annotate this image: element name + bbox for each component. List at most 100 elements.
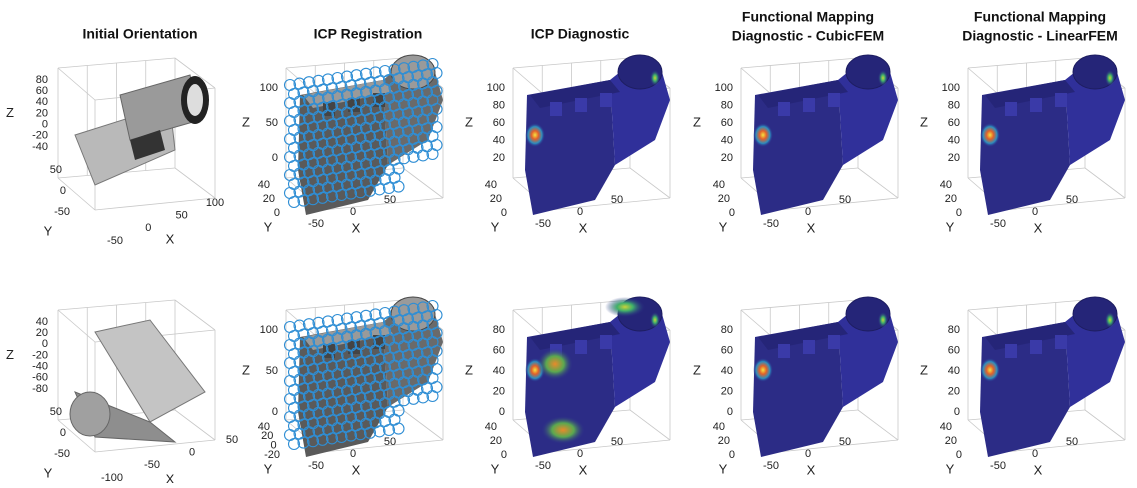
hot-spot [650,312,660,328]
object-notch [348,98,360,112]
y-tick-label: 0 [60,427,66,439]
y-tick-label: 50 [50,164,62,176]
box-edge [403,168,443,198]
y-axis-label: Y [44,465,53,480]
z-tick-label: 80 [493,324,505,336]
x-tick-label: 0 [805,448,811,460]
x-tick-label: -50 [535,460,551,472]
y-tick-label: 0 [501,449,507,461]
x-tick-label: -50 [308,218,324,230]
object-notch [803,340,815,354]
z-axis-label: Z [465,114,473,129]
box-edge [175,300,215,330]
x-tick-label: 0 [350,206,356,218]
hot-spot [878,70,888,86]
x-axis-label: X [1034,220,1043,235]
z-axis-label: Z [465,362,473,377]
object-notch [348,340,360,354]
x-tick-label: -50 [308,460,324,472]
z-tick-label: 60 [493,117,505,129]
x-tick-label: 50 [176,210,188,222]
z-tick-label: 40 [948,365,960,377]
hot-spot [650,70,660,86]
x-axis-label: X [352,462,361,477]
z-tick-label: 40 [948,134,960,146]
x-tick-label: -50 [763,218,779,230]
box-edge [58,68,95,100]
y-tick-label: 40 [940,421,952,433]
column-title: Functional Mapping [974,9,1106,25]
column-title: ICP Registration [314,26,423,42]
figure: Initial OrientationICP RegistrationICP D… [0,0,1137,483]
object-notch [550,102,562,116]
y-tick-label: 0 [274,207,280,219]
x-tick-label: 0 [350,448,356,460]
box-edge [630,410,670,440]
object-notch [1055,93,1067,107]
y-tick-label: 40 [713,421,725,433]
x-tick-label: 0 [577,448,583,460]
y-tick-label: -50 [54,448,70,460]
y-tick-label: 40 [713,179,725,191]
z-tick-label: 40 [721,365,733,377]
y-tick-label: 20 [945,193,957,205]
z-tick-label: 80 [721,324,733,336]
z-tick-label: 20 [721,385,733,397]
object-notch [600,93,612,107]
panel: 806040200Z40200Y-50050X [693,297,898,477]
z-tick-label: 0 [499,406,505,418]
x-tick-label: -50 [535,218,551,230]
z-tick-label: 100 [260,324,278,336]
object-notch [600,335,612,349]
object-notch [1005,344,1017,358]
z-tick-label: 60 [948,117,960,129]
y-tick-label: 20 [263,193,275,205]
y-tick-label: 20 [490,435,502,447]
y-tick-label: 40 [485,421,497,433]
column-title: Functional Mapping [742,9,874,25]
z-tick-label: 0 [272,406,278,418]
y-tick-label: 40 [485,179,497,191]
y-axis-label: Y [44,223,53,238]
box-edge [403,410,443,440]
z-tick-label: 20 [493,385,505,397]
y-tick-label: 40 [258,179,270,191]
y-tick-label: 20 [945,435,957,447]
hot-spot [980,358,1000,382]
box-edge [175,410,215,440]
z-tick-label: -40 [32,141,48,153]
z-tick-label: -80 [32,383,48,395]
z-tick-label: 80 [948,99,960,111]
z-axis-label: Z [242,362,250,377]
x-tick-label: 0 [1032,448,1038,460]
box-edge [95,198,215,210]
x-tick-label: 0 [145,222,151,234]
y-tick-label: 0 [60,185,66,197]
box-edge [858,410,898,440]
hot-spot [605,297,645,317]
x-tick-label: 50 [226,434,238,446]
x-tick-label: -50 [990,460,1006,472]
y-tick-label: 20 [718,435,730,447]
x-tick-label: 0 [805,206,811,218]
z-tick-label: 80 [948,324,960,336]
y-axis-label: Y [719,461,728,476]
x-axis-label: X [807,462,816,477]
object-notch [778,102,790,116]
box-edge [1085,410,1125,440]
y-tick-label: 20 [718,193,730,205]
z-tick-label: 50 [266,117,278,129]
x-tick-label: -100 [101,472,123,483]
object-notch [575,340,587,354]
panel: 100500Z40200-20Y-50050X [242,297,443,477]
x-tick-label: 50 [384,194,396,206]
object-face [187,84,203,116]
x-tick-label: -50 [144,459,160,471]
object-notch [1005,102,1017,116]
x-axis-label: X [807,220,816,235]
x-axis-label: X [579,220,588,235]
